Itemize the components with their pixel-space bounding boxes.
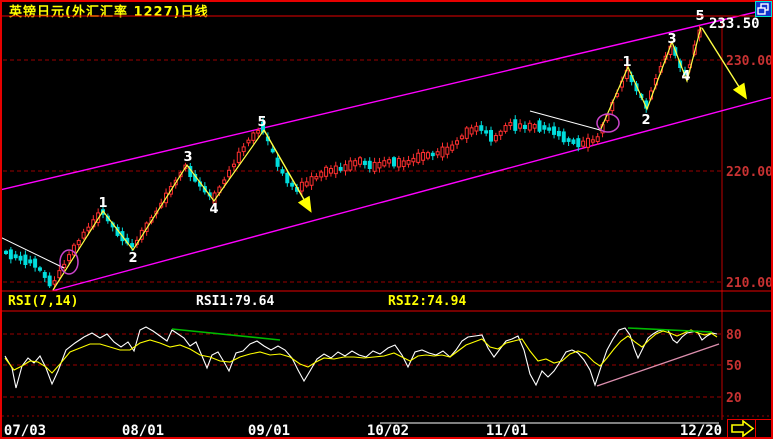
pane-separators xyxy=(0,15,773,417)
rsi1-value: RSI1:79.64 xyxy=(196,294,275,309)
svg-text:3: 3 xyxy=(183,150,192,165)
svg-text:230.00: 230.00 xyxy=(726,54,773,69)
rsi-pink-trendline xyxy=(596,343,720,387)
window-restore-icon[interactable] xyxy=(755,1,772,17)
scroll-right-button[interactable] xyxy=(727,419,772,438)
trend-channel-lines xyxy=(0,7,773,292)
date-axis-labels: 07/03 08/01 09/01 10/02 11/01 12/20 xyxy=(4,423,722,439)
svg-text:11/01: 11/01 xyxy=(486,423,528,439)
svg-text:1: 1 xyxy=(98,196,107,211)
projection-arrows xyxy=(263,27,748,213)
rsi-header-row: RSI(7,14) RSI1:79.64 RSI2:74.94 xyxy=(0,294,773,311)
rsi2-line xyxy=(4,329,718,374)
rsi-gridlines: 80 50 20 xyxy=(3,328,742,406)
svg-text:50: 50 xyxy=(726,359,742,374)
svg-text:09/01: 09/01 xyxy=(248,423,290,439)
right-arrow-icon xyxy=(731,419,755,438)
svg-text:1: 1 xyxy=(622,55,631,70)
svg-text:80: 80 xyxy=(726,328,742,343)
rsi-parameters-label: RSI(7,14) xyxy=(8,294,79,309)
svg-text:07/03: 07/03 xyxy=(4,423,46,439)
rsi-green-trendlines xyxy=(171,327,713,341)
svg-text:210.00: 210.00 xyxy=(726,276,773,291)
svg-text:2: 2 xyxy=(641,113,650,128)
price-gridlines: 230.00 220.00 210.00 xyxy=(3,54,773,291)
svg-text:5: 5 xyxy=(257,115,266,130)
svg-text:10/02: 10/02 xyxy=(367,423,409,439)
current-price-label: 233.50 xyxy=(709,16,760,32)
rsi1-line xyxy=(4,326,718,389)
svg-text:12/20: 12/20 xyxy=(680,423,722,439)
svg-text:20: 20 xyxy=(726,391,742,406)
white-trendlines xyxy=(0,110,719,424)
wave-zigzag-lines xyxy=(52,26,702,291)
candlesticks xyxy=(4,25,702,289)
svg-text:220.00: 220.00 xyxy=(726,165,773,180)
svg-text:08/01: 08/01 xyxy=(122,423,164,439)
svg-text:4: 4 xyxy=(681,69,690,84)
svg-text:4: 4 xyxy=(209,202,218,217)
svg-text:3: 3 xyxy=(667,32,676,47)
rsi2-value: RSI2:74.94 xyxy=(388,294,467,309)
svg-text:2: 2 xyxy=(128,251,137,266)
scroll-button-divider xyxy=(755,420,756,437)
svg-text:233.50: 233.50 xyxy=(709,16,760,32)
ellipse-annotations xyxy=(59,113,620,275)
